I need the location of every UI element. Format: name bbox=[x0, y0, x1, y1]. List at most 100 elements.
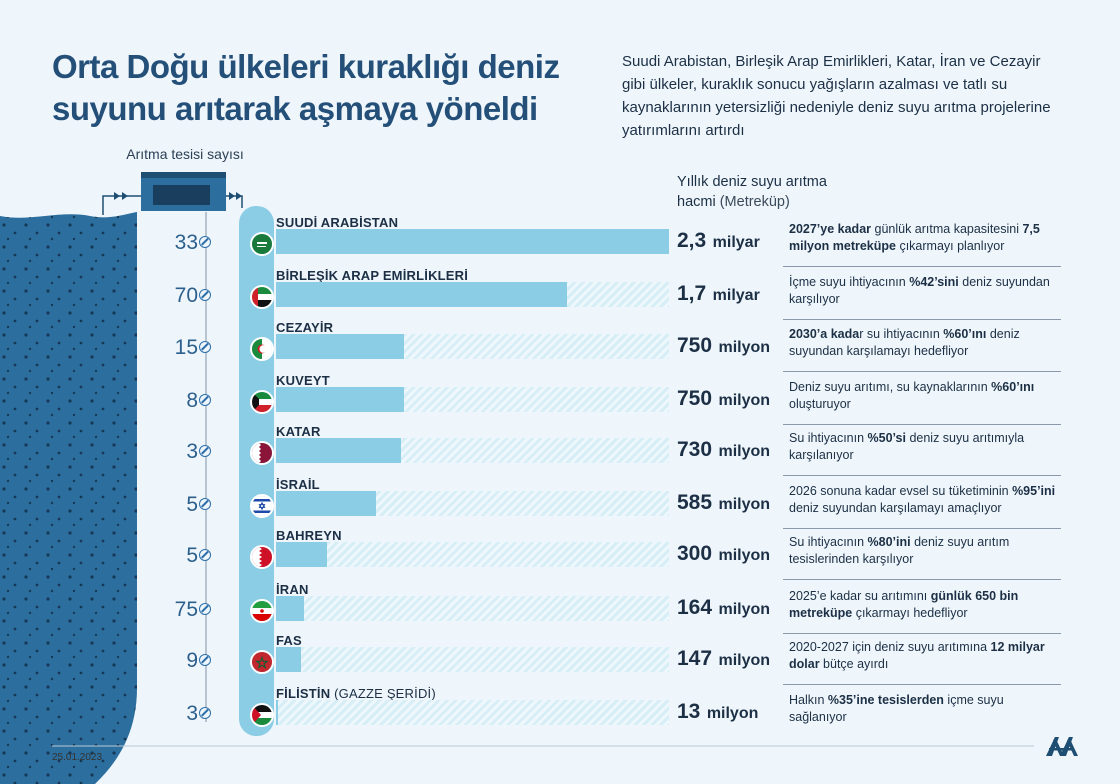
country-row: 15 CEZAYİR 750 milyon 2030’a kadar su ih… bbox=[0, 320, 1120, 390]
row-divider bbox=[783, 684, 1061, 685]
note-text: r su ihtiyacının bbox=[859, 327, 944, 341]
plant-count: 8 bbox=[186, 389, 198, 412]
row-divider bbox=[783, 319, 1061, 320]
note-text: 2025’e kadar su arıtımını bbox=[789, 589, 931, 603]
country-name-main: KATAR bbox=[276, 424, 321, 439]
publish-date: 25.01.2023 bbox=[52, 752, 103, 763]
valve-icon bbox=[199, 654, 211, 666]
note-text: Su ihtiyacının bbox=[789, 431, 868, 445]
volume-header-line1: Yıllık deniz suyu arıtma bbox=[677, 174, 827, 190]
country-note: 2025’e kadar su arıtımını günlük 650 bin… bbox=[789, 588, 1059, 622]
bar-track bbox=[276, 229, 669, 254]
valve-icon bbox=[199, 445, 211, 457]
data-label: 750 milyon bbox=[677, 334, 770, 358]
country-name: FİLİSTİN (GAZZE ŞERİDİ) bbox=[276, 686, 436, 701]
note-text: 2026 sonuna kadar evsel su tüketiminin bbox=[789, 484, 1013, 498]
value-unit: milyon bbox=[718, 496, 771, 513]
data-label: 300 milyon bbox=[677, 542, 770, 566]
page-subtitle: Suudi Arabistan, Birleşik Arap Emirlikle… bbox=[622, 53, 1051, 139]
plant-count-label: Arıtma tesisi sayısı bbox=[126, 146, 244, 162]
valve-icon bbox=[199, 341, 211, 353]
note-bold: %80’ini bbox=[867, 535, 911, 549]
sea-bubbles bbox=[0, 212, 137, 784]
country-row: 75 İRAN 164 milyon 2025’e kadar su arıtı… bbox=[0, 582, 1120, 652]
bar bbox=[276, 438, 401, 463]
country-name-main: İSRAİL bbox=[276, 477, 320, 492]
value-unit: milyon bbox=[718, 339, 771, 356]
valve-icon bbox=[199, 236, 211, 248]
value-number: 147 bbox=[677, 647, 713, 670]
israel-flag-icon bbox=[250, 494, 274, 518]
row-divider bbox=[783, 266, 1061, 267]
algeria-flag-icon bbox=[250, 337, 274, 361]
country-note: 2027’ye kadar günlük arıtma kapasitesini… bbox=[789, 221, 1059, 255]
note-text: 2020-2027 için deniz suyu arıtımına bbox=[789, 640, 991, 654]
country-row: 5 İSRAİL 585 milyon 2026 sonuna kadar ev… bbox=[0, 477, 1120, 547]
note-text: bütçe ayırdı bbox=[819, 657, 889, 671]
bahrain-flag-icon bbox=[250, 545, 274, 569]
bar-track bbox=[276, 387, 669, 412]
bar bbox=[276, 700, 279, 725]
value-number: 730 bbox=[677, 438, 713, 461]
bar-track bbox=[276, 700, 669, 725]
row-divider bbox=[783, 633, 1061, 634]
note-text: içme suyu sağlanıyor bbox=[789, 693, 1004, 724]
data-label: 164 milyon bbox=[677, 596, 770, 620]
plant-count: 33 bbox=[174, 231, 198, 254]
plant-count: 3 bbox=[186, 702, 198, 725]
country-note: Su ihtiyacının %80’ini deniz suyu arıtım… bbox=[789, 534, 1059, 568]
country-name-sub: (GAZZE ŞERİDİ) bbox=[330, 686, 436, 701]
country-note: 2020-2027 için deniz suyu arıtımına 12 m… bbox=[789, 639, 1059, 673]
valve-icon bbox=[199, 289, 211, 301]
country-row: 70 BİRLEŞİK ARAP EMİRLİKLERİ 1,7 milyar … bbox=[0, 268, 1120, 338]
note-bold: günlük 650 bin metreküpe bbox=[789, 589, 1019, 620]
value-number: 300 bbox=[677, 542, 713, 565]
volume-header: Yıllık deniz suyu arıtma hacmi (Metreküp… bbox=[677, 172, 857, 212]
volume-header-line2: hacmi bbox=[677, 194, 716, 210]
note-text: deniz suyundan karşılıyor bbox=[789, 275, 1050, 306]
bar-track bbox=[276, 647, 669, 672]
valve-icon bbox=[199, 549, 211, 561]
note-text: Su ihtiyacının bbox=[789, 535, 868, 549]
palestine-flag-icon bbox=[250, 703, 274, 727]
bar bbox=[276, 596, 304, 621]
note-bold: %95’ini bbox=[1012, 484, 1056, 498]
note-bold: %42’sini bbox=[909, 275, 959, 289]
bar-track bbox=[276, 491, 669, 516]
note-text: İçme suyu ihtiyacının bbox=[789, 275, 910, 289]
data-label: 2,3 milyar bbox=[677, 229, 760, 253]
data-label: 13 milyon bbox=[677, 700, 758, 724]
plant-count: 9 bbox=[186, 649, 198, 672]
country-row: 5 BAHREYN 300 milyon Su ihtiyacının %80’… bbox=[0, 528, 1120, 598]
note-text: oluşturuyor bbox=[789, 397, 851, 411]
page-title: Orta Doğu ülkeleri kuraklığı deniz suyun… bbox=[52, 48, 560, 127]
country-name-main: FAS bbox=[276, 633, 302, 648]
country-name: İRAN bbox=[276, 582, 309, 597]
country-name-main: İRAN bbox=[276, 582, 309, 597]
value-number: 1,7 bbox=[677, 282, 707, 305]
bar bbox=[276, 491, 376, 516]
country-name: CEZAYİR bbox=[276, 320, 333, 335]
note-text: deniz suyu arıtımıyla karşılanıyor bbox=[789, 431, 1025, 462]
bar bbox=[276, 647, 302, 672]
note-text: çıkarmayı planlıyor bbox=[895, 239, 1005, 253]
data-label: 1,7 milyar bbox=[677, 282, 760, 306]
row-divider bbox=[783, 528, 1061, 529]
country-note: İçme suyu ihtiyacının %42’sini deniz suy… bbox=[789, 274, 1059, 308]
note-text: deniz suyundan karşılamayı amaçlıyor bbox=[789, 501, 1002, 515]
plant-count: 75 bbox=[174, 598, 198, 621]
country-note: 2026 sonuna kadar evsel su tüketiminin %… bbox=[789, 483, 1059, 517]
row-divider bbox=[783, 424, 1061, 425]
country-name-main: CEZAYİR bbox=[276, 320, 334, 335]
bar bbox=[276, 229, 669, 254]
note-text: günlük arıtma kapasitesini bbox=[871, 222, 1023, 236]
country-name: KUVEYT bbox=[276, 373, 330, 388]
note-bold: %35’ine tesislerden bbox=[827, 693, 944, 707]
bar-track bbox=[276, 542, 669, 567]
uae-flag-icon bbox=[250, 285, 274, 309]
qatar-flag-icon bbox=[250, 441, 274, 465]
plant-count: 5 bbox=[186, 544, 198, 567]
country-name: BİRLEŞİK ARAP EMİRLİKLERİ bbox=[276, 268, 468, 283]
note-bold: %60’ını bbox=[991, 380, 1035, 394]
country-name: KATAR bbox=[276, 424, 321, 439]
